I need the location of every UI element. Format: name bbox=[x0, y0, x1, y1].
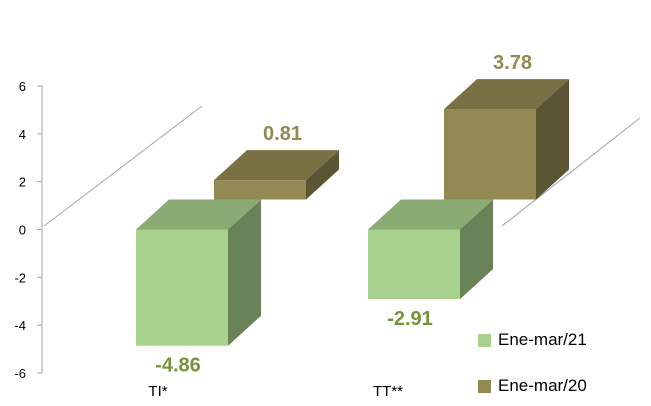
data-label: 0.81 bbox=[263, 123, 302, 145]
y-tick-label: 2 bbox=[19, 175, 26, 190]
zero-plane-line bbox=[43, 105, 203, 227]
data-label: -4.86 bbox=[155, 355, 201, 377]
y-tick-label: -4 bbox=[14, 318, 26, 333]
data-label: -2.91 bbox=[387, 308, 433, 330]
bar-series-1-ti bbox=[136, 199, 261, 346]
legend-label: Ene-mar/21 bbox=[498, 330, 587, 349]
bars bbox=[136, 79, 569, 346]
y-axis: 6 4 2 0 -2 -4 -6 bbox=[14, 79, 43, 381]
data-label: 3.78 bbox=[493, 52, 532, 74]
category-labels: TI* TT** bbox=[148, 383, 403, 400]
zero-plane-line bbox=[501, 117, 641, 227]
legend-swatch bbox=[478, 333, 491, 347]
bar-series-1-tt bbox=[368, 199, 493, 300]
legend-item-series-1: Ene-mar/21 bbox=[478, 330, 587, 350]
legend-item-series-2: Ene-mar/20 bbox=[478, 376, 587, 396]
bar-series-2-ti bbox=[214, 150, 339, 200]
x-category-label: TT** bbox=[373, 383, 403, 400]
x-category-label: TI* bbox=[148, 383, 167, 400]
legend-swatch bbox=[478, 379, 491, 393]
y-tick-label: -2 bbox=[14, 270, 26, 285]
y-tick-label: 4 bbox=[19, 127, 26, 142]
zero-plane-lines bbox=[43, 105, 641, 227]
y-tick-label: 6 bbox=[19, 79, 26, 94]
y-tick-label: 0 bbox=[19, 223, 26, 238]
y-tick-label: -6 bbox=[14, 366, 26, 381]
legend-label: Ene-mar/20 bbox=[498, 376, 587, 395]
bar-series-2-tt bbox=[444, 79, 569, 200]
data-labels: 0.81 3.78 -4.86 -2.91 bbox=[155, 52, 532, 377]
